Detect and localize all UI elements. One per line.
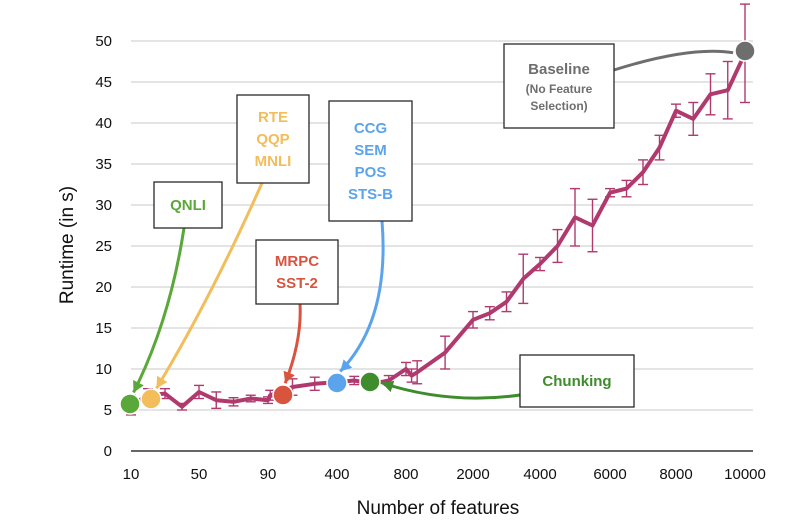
x-tick-label: 4000 <box>523 466 556 483</box>
y-tick-label: 35 <box>95 156 112 173</box>
x-tick-labels: 10 50 90 400 800 2000 4000 6000 8000 10000 <box>123 466 766 483</box>
y-tick-label: 0 <box>104 443 112 460</box>
y-axis-title: Runtime (in s) <box>57 186 78 304</box>
y-tick-label: 30 <box>95 197 112 214</box>
y-tick-label: 45 <box>95 74 112 91</box>
qnli-label-line: QNLI <box>170 197 206 214</box>
ccg-label-line: STS-B <box>348 186 393 203</box>
x-tick-label: 90 <box>260 466 277 483</box>
y-tick-label: 20 <box>95 279 112 296</box>
rte-label-line: RTE <box>258 109 288 126</box>
x-tick-label: 2000 <box>456 466 489 483</box>
baseline-sublabel-line: Selection) <box>530 99 587 113</box>
mrpc-label-box: MRPC SST-2 <box>255 239 339 305</box>
baseline-label-line: Baseline <box>528 61 590 78</box>
qnli-arrow <box>132 227 186 394</box>
ccg-arrow <box>339 220 385 373</box>
rte-label-box: RTE QQP MNLI <box>236 94 310 184</box>
annotation-boxes: Baseline (No Feature Selection) QNLI RTE QQP M… <box>153 43 635 408</box>
x-tick-label: 10 <box>123 466 140 483</box>
mrpc-label-line: MRPC <box>275 253 319 270</box>
x-axis-title: Number of features <box>357 498 520 519</box>
ccg-label-box: CCG SEM POS STS-B <box>328 100 413 222</box>
mrpc-label-line: SST-2 <box>276 275 318 292</box>
qnli-marker <box>119 393 141 415</box>
rte-label-line: QQP <box>256 131 289 148</box>
ccg-label-line: POS <box>355 164 387 181</box>
x-tick-label: 800 <box>393 466 418 483</box>
chunking-arrow <box>381 380 521 400</box>
runtime-series-line <box>129 51 747 409</box>
chunking-marker <box>359 371 381 393</box>
y-tick-labels: 0 5 10 15 20 25 30 35 40 45 50 <box>95 33 112 460</box>
y-tick-label: 5 <box>104 402 112 419</box>
x-tick-label: 400 <box>324 466 349 483</box>
baseline-arrow <box>613 49 734 72</box>
y-tick-label: 25 <box>95 238 112 255</box>
x-tick-label: 6000 <box>593 466 626 483</box>
ccg-label-line: SEM <box>354 142 387 159</box>
rte-marker <box>140 388 162 410</box>
x-tick-label: 8000 <box>659 466 692 483</box>
baseline-label-box: Baseline (No Feature Selection) <box>503 43 615 129</box>
chunking-label-box: Chunking <box>519 354 635 408</box>
y-tick-label: 50 <box>95 33 112 50</box>
baseline-sublabel-line: (No Feature <box>526 82 593 96</box>
x-tick-label: 50 <box>191 466 208 483</box>
annotation-arrows <box>132 49 734 400</box>
ccg-label-line: CCG <box>354 120 387 137</box>
grid-lines <box>131 40 753 452</box>
annotation-markers <box>119 40 756 415</box>
mrpc-marker <box>272 384 294 406</box>
mrpc-arrow <box>283 303 302 384</box>
baseline-marker <box>734 40 756 62</box>
qnli-label-box: QNLI <box>153 181 223 229</box>
x-tick-label: 10000 <box>724 466 766 483</box>
ccg-marker <box>326 372 348 394</box>
chunking-label-line: Chunking <box>542 373 611 390</box>
rte-label-line: MNLI <box>255 153 292 170</box>
y-tick-label: 10 <box>95 361 112 378</box>
y-tick-label: 15 <box>95 320 112 337</box>
rte-arrow <box>155 182 264 390</box>
y-tick-label: 40 <box>95 115 112 132</box>
